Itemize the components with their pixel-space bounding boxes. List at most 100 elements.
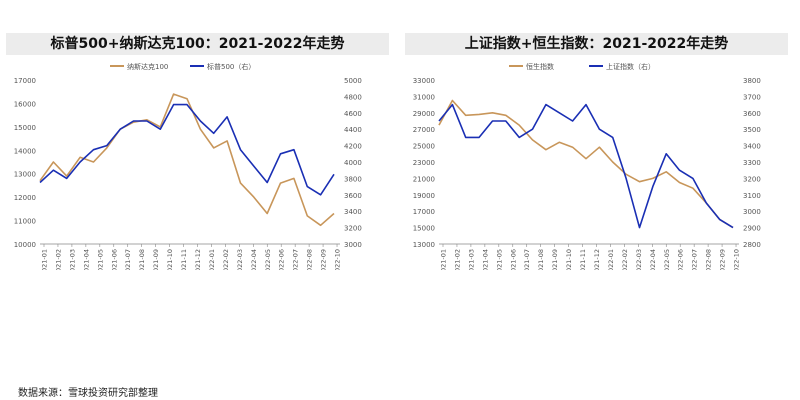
- x-tick-label: 2021-10: [166, 249, 174, 270]
- x-tick-label: 2022-01: [208, 249, 216, 270]
- y-left-tick-label: 15000: [14, 124, 36, 132]
- x-tick-label: 2021-07: [124, 249, 132, 270]
- y-right-tick-label: 4200: [344, 143, 362, 151]
- y-left-tick-label: 29000: [413, 110, 435, 118]
- x-tick-label: 2022-09: [719, 249, 727, 270]
- y-left-tick-label: 12000: [14, 194, 36, 202]
- chart-title-bar: 上证指数+恒生指数：2021-2022年走势: [405, 33, 788, 55]
- y-right-tick-label: 3800: [743, 77, 761, 85]
- y-left-tick-label: 31000: [413, 93, 435, 101]
- chart-title: 标普500+纳斯达克100：2021-2022年走势: [50, 36, 345, 52]
- x-tick-label: 2021-07: [523, 249, 531, 270]
- series-line-0: [39, 93, 335, 227]
- y-right-tick-label: 3000: [743, 208, 761, 216]
- x-tick-label: 2022-05: [264, 249, 272, 270]
- y-right-tick-label: 3600: [743, 110, 761, 118]
- chart-panel-right: 上证指数+恒生指数：2021-2022年走势 13000 15000 17000 19…: [405, 0, 795, 270]
- x-tick-label: 2021-12: [194, 249, 202, 270]
- x-tick-label: 2022-06: [677, 249, 685, 270]
- x-tick-label: 2021-05: [495, 249, 503, 270]
- line-chart-shanghai-hangseng: 13000 15000 17000 19000 21000 23000 25000 27000…: [413, 62, 761, 270]
- x-tick-label: 2021-05: [96, 249, 104, 270]
- y-left-tick-label: 25000: [413, 143, 435, 151]
- y-right-tick-label: 3600: [344, 192, 362, 200]
- y-right-tick-label: 3400: [344, 208, 362, 216]
- y-left-tick-label: 27000: [413, 126, 435, 134]
- y-right-tick-label: 3700: [743, 93, 761, 101]
- y-left-tick-label: 11000: [14, 218, 36, 226]
- x-tick-label: 2022-10: [334, 249, 342, 270]
- y-right-tick-label: 3200: [743, 175, 761, 183]
- chart-title-bar: 标普500+纳斯达克100：2021-2022年走势: [6, 33, 389, 55]
- y-right-tick-label: 3800: [344, 175, 362, 183]
- y-left-tick-label: 17000: [14, 77, 36, 85]
- y-right-tick-label: 3200: [344, 225, 362, 233]
- x-tick-label: 2022-04: [649, 249, 657, 270]
- series-line-0: [438, 99, 734, 229]
- y-left-tick-label: 21000: [413, 175, 435, 183]
- x-tick-label: 2022-01: [607, 249, 615, 270]
- series-line-1: [438, 103, 734, 229]
- x-tick-label: 2022-04: [250, 249, 258, 270]
- x-tick-label: 2021-11: [180, 249, 188, 270]
- chart-title: 上证指数+恒生指数：2021-2022年走势: [464, 36, 729, 52]
- y-left-tick-label: 14000: [14, 147, 36, 155]
- y-right-tick-label: 4000: [344, 159, 362, 167]
- x-tick-label: 2022-02: [222, 249, 230, 270]
- y-left-tick-label: 17000: [413, 208, 435, 216]
- x-tick-label: 2021-04: [481, 249, 489, 270]
- y-left-tick-label: 16000: [14, 100, 36, 108]
- y-right-tick-label: 4400: [344, 126, 362, 134]
- y-left-tick-label: 23000: [413, 159, 435, 167]
- x-tick-label: 2021-03: [467, 249, 475, 270]
- x-tick-label: 2021-06: [110, 249, 118, 270]
- x-tick-label: 2022-03: [635, 249, 643, 270]
- y-right-tick-label: 2900: [743, 225, 761, 233]
- x-tick-label: 2021-08: [138, 249, 146, 270]
- x-tick-label: 2021-11: [579, 249, 587, 270]
- y-left-tick-label: 33000: [413, 77, 435, 85]
- y-left-tick-label: 13000: [14, 171, 36, 179]
- source-note: 数据来源：雪球投资研究部整理: [18, 388, 158, 399]
- x-tick-label: 2022-06: [278, 249, 286, 270]
- line-chart-sp500-nasdaq: 10000 11000 12000 13000 14000 15000 16000 17000…: [14, 62, 362, 270]
- y-right-tick-label: 5000: [344, 77, 362, 85]
- legend-label: 标普500（右）: [207, 62, 255, 71]
- x-tick-label: 2021-01: [41, 249, 49, 270]
- y-left-tick-label: 19000: [413, 192, 435, 200]
- y-left-tick-label: 10000: [14, 241, 36, 249]
- y-right-tick-label: 3400: [743, 143, 761, 151]
- x-tick-label: 2022-09: [320, 249, 328, 270]
- x-tick-label: 2022-07: [292, 249, 300, 270]
- legend-label: 上证指数（右）: [606, 62, 655, 71]
- y-right-tick-label: 4800: [344, 93, 362, 101]
- legend-label: 恒生指数: [526, 62, 554, 71]
- y-right-tick-label: 3100: [743, 192, 761, 200]
- x-tick-label: 2021-04: [82, 249, 90, 270]
- x-tick-label: 2021-08: [537, 249, 545, 270]
- x-tick-label: 2022-03: [236, 249, 244, 270]
- y-right-tick-label: 3000: [344, 241, 362, 249]
- x-tick-label: 2021-02: [453, 249, 461, 270]
- y-left-tick-label: 13000: [413, 241, 435, 249]
- x-tick-label: 2022-02: [621, 249, 629, 270]
- x-tick-label: 2022-08: [306, 249, 314, 270]
- x-tick-label: 2021-09: [152, 249, 160, 270]
- x-tick-label: 2021-03: [68, 249, 76, 270]
- chart-panel-left: 标普500+纳斯达克100：2021-2022年走势 10000 11000 120…: [6, 0, 396, 270]
- x-tick-label: 2022-05: [663, 249, 671, 270]
- x-tick-label: 2021-09: [551, 249, 559, 270]
- x-tick-label: 2022-08: [705, 249, 713, 270]
- x-tick-label: 2022-07: [691, 249, 699, 270]
- x-tick-label: 2021-10: [565, 249, 573, 270]
- series-line-1: [39, 103, 335, 196]
- y-left-tick-label: 15000: [413, 225, 435, 233]
- y-right-tick-label: 4600: [344, 110, 362, 118]
- x-tick-label: 2021-02: [54, 249, 62, 270]
- y-right-tick-label: 3300: [743, 159, 761, 167]
- y-right-tick-label: 2800: [743, 241, 761, 249]
- legend-label: 纳斯达克100: [127, 62, 168, 71]
- x-tick-label: 2022-10: [733, 249, 741, 270]
- y-right-tick-label: 3500: [743, 126, 761, 134]
- x-tick-label: 2021-12: [593, 249, 601, 270]
